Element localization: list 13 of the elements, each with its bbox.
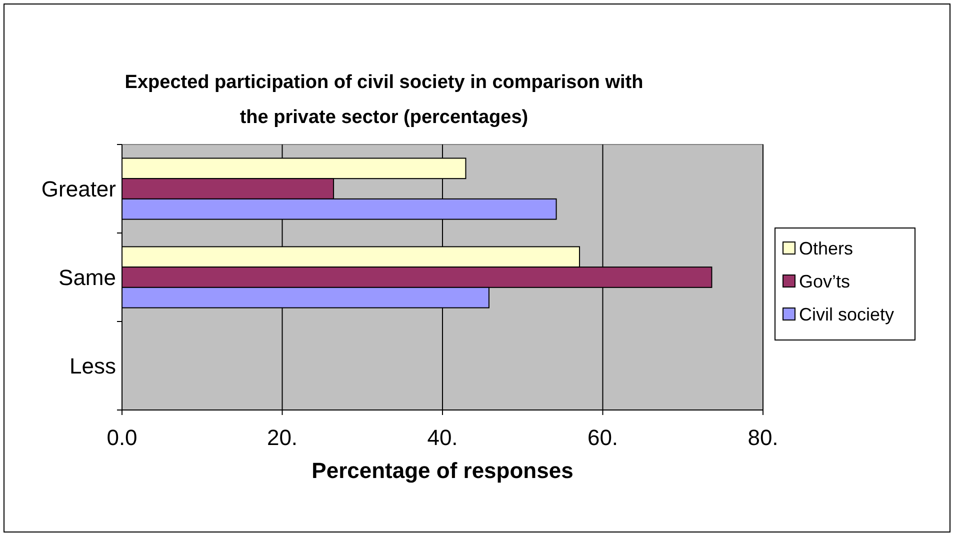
legend-label: Gov’ts (799, 271, 850, 292)
x-tick-label: 60. (587, 425, 618, 450)
x-axis-title: Percentage of responses (312, 458, 574, 483)
legend-label: Civil society (799, 304, 894, 324)
x-tick-label: 80. (748, 425, 778, 450)
x-tick-label: 0.0 (106, 425, 138, 450)
y-tick-label: Same (58, 264, 116, 290)
y-tick-label: Less (70, 353, 116, 378)
x-tick-label: 40. (427, 425, 458, 450)
y-tick-label: Greater (41, 176, 116, 202)
chart-title: Expected participation of civil society in comparison with the private sector (percentages) (124, 72, 644, 128)
legend-label: Others (799, 238, 854, 258)
x-tick-label: 20. (266, 425, 298, 450)
